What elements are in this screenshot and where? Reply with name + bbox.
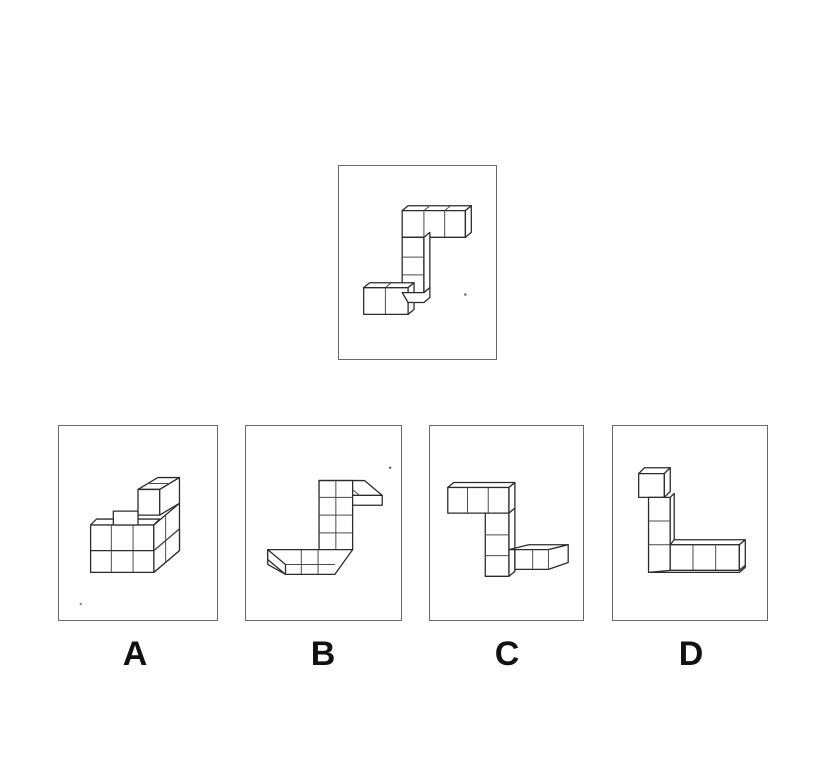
option-d-cube-figure — [613, 426, 767, 620]
option-c-cube-figure — [430, 426, 583, 620]
option-d-panel[interactable] — [612, 425, 768, 621]
option-c-panel[interactable] — [429, 425, 584, 621]
reference-cube-figure — [339, 166, 496, 359]
option-b-panel[interactable] — [245, 425, 402, 621]
reference-panel — [338, 165, 497, 360]
option-b-cube-figure — [246, 426, 401, 620]
option-c-label: C — [477, 634, 537, 674]
option-b-label: B — [293, 634, 353, 674]
option-a-cube-figure — [59, 426, 217, 620]
option-a-panel[interactable] — [58, 425, 218, 621]
option-a-label: A — [105, 634, 165, 674]
option-d-label: D — [661, 634, 721, 674]
